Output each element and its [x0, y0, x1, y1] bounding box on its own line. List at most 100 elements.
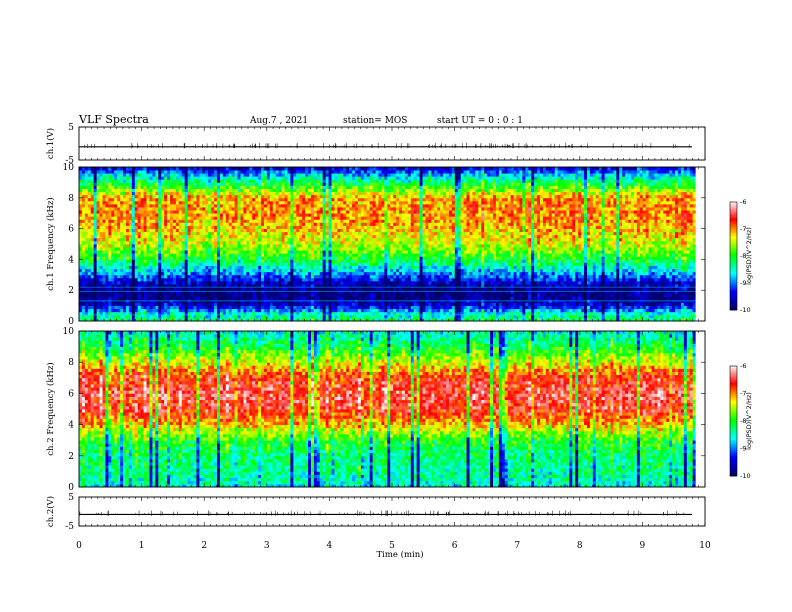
spectrogram-cell: [96, 219, 100, 223]
spectrogram-cell: [214, 173, 218, 177]
spectrogram-cell: [249, 250, 253, 254]
spectrogram-cell: [302, 274, 306, 279]
spectrogram-cell: [93, 213, 98, 217]
spectrogram-cell: [225, 213, 230, 217]
spectrogram-cell: [81, 182, 86, 186]
spectrogram-cell: [269, 216, 274, 220]
spectrogram-cell: [149, 194, 153, 199]
spectrogram-cell: [120, 250, 124, 254]
spectrogram-cell: [123, 296, 127, 300]
spectrogram-cell: [252, 191, 256, 196]
spectrogram-cell: [316, 237, 321, 242]
spectrogram-cell: [293, 182, 297, 186]
spectrogram-cell: [308, 207, 312, 211]
spectrogram-cell: [299, 314, 303, 319]
spectrogram-cell: [234, 237, 238, 242]
spectrogram-cell: [81, 200, 86, 205]
spectrogram-cell: [164, 240, 168, 245]
spectrogram-cell: [325, 228, 329, 233]
spectrogram-cell: [105, 256, 109, 260]
spectrogram-cell: [310, 265, 315, 270]
spectrogram-cell: [155, 231, 159, 236]
spectrogram-cell: [187, 296, 191, 300]
spectrogram-cell: [308, 213, 312, 217]
spectrogram-cell: [243, 305, 247, 310]
spectrogram-cell: [290, 188, 294, 193]
spectrogram-cell: [228, 173, 233, 177]
spectrogram-cell: [93, 222, 98, 226]
spectrogram-cell: [299, 197, 303, 202]
spectrogram-cell: [99, 271, 103, 276]
spectrogram-cell: [228, 311, 233, 316]
spectrogram-cell: [117, 216, 121, 220]
spectrogram-cell: [190, 253, 194, 257]
spectrogram-cell: [287, 222, 291, 226]
spectrogram-cell: [272, 176, 277, 180]
spectrogram-cell: [249, 188, 253, 193]
spectrogram-cell: [164, 293, 168, 297]
spectrogram-cell: [328, 240, 332, 245]
spectrogram-cell: [125, 256, 130, 260]
spectrogram-cell: [99, 268, 103, 273]
spectrogram-cell: [172, 219, 177, 223]
spectrogram-cell: [225, 256, 230, 260]
spectrogram-cell: [149, 203, 153, 208]
spectrogram-cell: [84, 176, 89, 180]
spectrogram-cell: [99, 256, 103, 260]
spectrogram-cell: [240, 250, 244, 254]
spectrogram-cell: [172, 231, 177, 236]
spectrogram-cell: [266, 216, 271, 220]
spectrogram-cell: [219, 265, 224, 270]
spectrogram-cell: [225, 305, 230, 310]
spectrogram-cell: [164, 311, 168, 316]
spectrogram-cell: [261, 268, 265, 273]
spectrogram-cell: [140, 207, 144, 211]
spectrogram-cell: [275, 268, 280, 273]
spectrogram-cell: [281, 237, 285, 242]
spectrogram-cell: [246, 253, 250, 257]
spectrogram-cell: [125, 240, 130, 245]
spectrogram-cell: [310, 274, 315, 279]
spectrogram-cell: [134, 256, 139, 260]
spectrogram-cell: [243, 179, 247, 183]
spectrogram-cell: [243, 200, 247, 205]
spectrogram-cell: [90, 296, 95, 300]
spectrogram-cell: [302, 182, 306, 186]
spectrogram-cell: [202, 284, 206, 288]
spectrogram-cell: [328, 191, 332, 196]
spectrogram-cell: [313, 228, 318, 233]
spectrogram-cell: [349, 265, 353, 270]
spectrogram-cell: [155, 173, 159, 177]
spectrogram-cell: [249, 308, 253, 313]
spectrogram-cell: [325, 280, 329, 285]
spectrogram-cell: [217, 293, 221, 297]
spectrogram-cell: [240, 197, 244, 202]
spectrogram-cell: [105, 271, 109, 276]
spectrogram-cell: [287, 188, 291, 193]
spectrogram-cell: [313, 210, 318, 214]
spectrogram-cell: [146, 287, 150, 291]
spectrogram-cell: [343, 259, 347, 263]
spectrogram-cell: [322, 250, 327, 254]
spectrogram-cell: [275, 197, 280, 202]
spectrogram-cell: [346, 256, 350, 260]
spectrogram-cell: [310, 188, 315, 193]
spectrogram-cell: [243, 197, 247, 202]
spectrogram-cell: [249, 231, 253, 236]
spectrogram-cell: [266, 259, 271, 263]
spectrogram-cell: [275, 182, 280, 186]
spectrogram-cell: [120, 203, 124, 208]
spectrogram-cell: [237, 305, 241, 310]
spectrogram-cell: [281, 191, 285, 196]
spectrogram-cell: [81, 287, 86, 291]
spectrogram-cell: [193, 305, 197, 310]
spectrogram-cell: [99, 259, 103, 263]
spectrogram-cell: [123, 222, 127, 226]
spectrogram-cell: [99, 234, 103, 239]
spectrogram-cell: [178, 253, 183, 257]
spectrogram-cell: [99, 287, 103, 291]
spectrogram-cell: [222, 287, 227, 291]
spectrogram-cell: [105, 317, 109, 322]
spectrogram-cell: [263, 284, 268, 288]
spectrogram-cell: [243, 268, 247, 273]
